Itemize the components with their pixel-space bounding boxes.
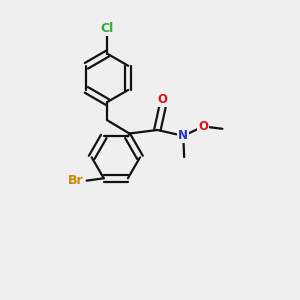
Text: Cl: Cl bbox=[101, 22, 114, 35]
Text: N: N bbox=[178, 129, 188, 142]
Text: Br: Br bbox=[68, 174, 83, 187]
Text: O: O bbox=[158, 93, 168, 106]
Text: O: O bbox=[198, 120, 208, 133]
